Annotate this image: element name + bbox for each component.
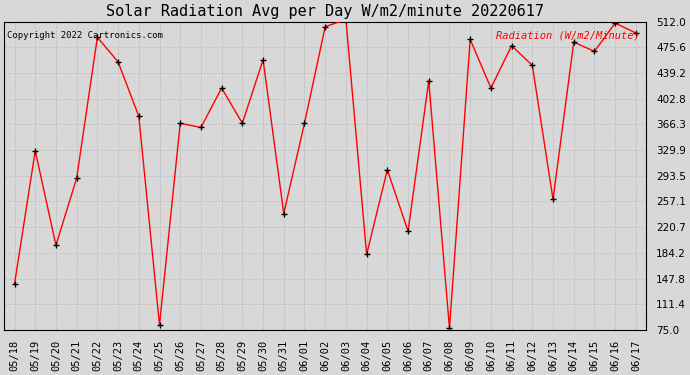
- Title: Solar Radiation Avg per Day W/m2/minute 20220617: Solar Radiation Avg per Day W/m2/minute …: [106, 4, 544, 19]
- Text: Radiation (W/m2/Minute): Radiation (W/m2/Minute): [496, 31, 640, 41]
- Text: Copyright 2022 Cartronics.com: Copyright 2022 Cartronics.com: [8, 31, 164, 40]
